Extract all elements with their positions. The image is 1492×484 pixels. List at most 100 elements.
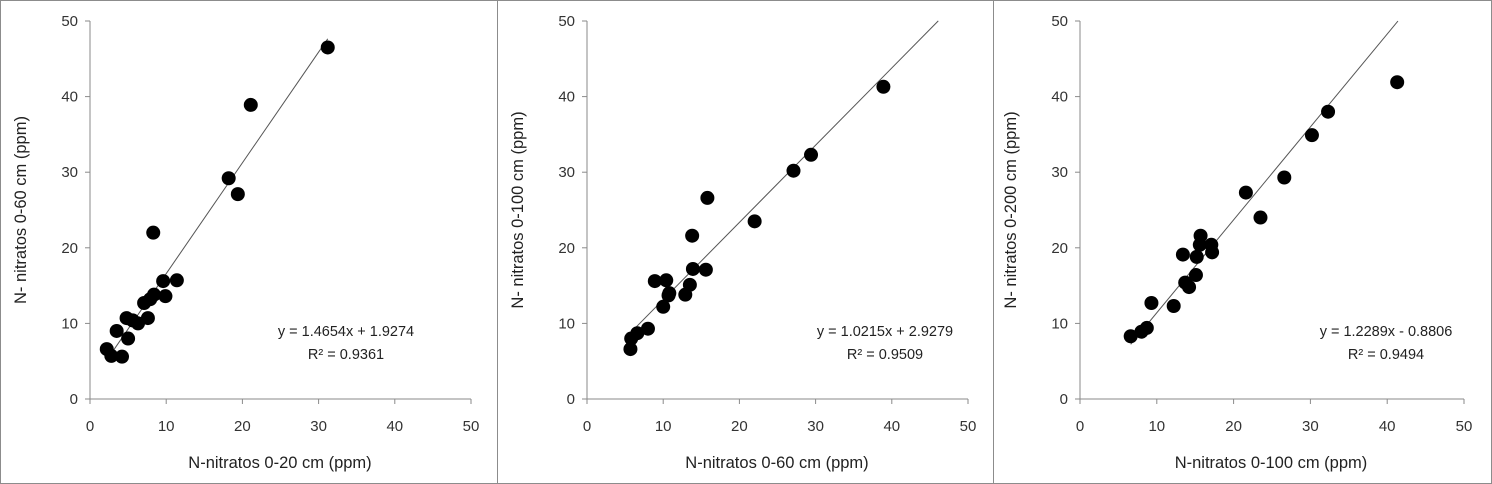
data-point: [104, 348, 119, 363]
chart-panel-3: 0 10 20 30 40 50 0 10 20 30 40 50 N-nitratos 0-100 c…: [993, 0, 1492, 484]
y-tick-label: 0: [567, 391, 575, 408]
x-tick-label: 10: [655, 418, 672, 435]
x-tick-label: 0: [583, 418, 591, 435]
data-point: [640, 321, 655, 336]
data-point: [221, 171, 236, 186]
x-tick-label: 20: [731, 418, 748, 435]
y-axis-title: N- nitratos 0-200 cm (ppm): [1002, 111, 1020, 308]
y-tick-label: 50: [558, 13, 575, 30]
data-point: [1175, 247, 1190, 262]
y-tick-label: 40: [1051, 89, 1068, 106]
data-point: [698, 262, 713, 277]
data-point: [1139, 320, 1154, 335]
x-tick-label: 50: [960, 418, 977, 435]
data-point: [146, 225, 161, 240]
data-point: [659, 273, 674, 288]
chart-panel-1: 0 10 20 30 40 50 0 10 20 30 40 50 N-nitratos 0-20 cm…: [0, 0, 498, 484]
data-point: [169, 273, 184, 288]
x-tick-label: 10: [158, 418, 175, 435]
chart-svg-1: 0 10 20 30 40 50 0 10 20 30 40 50 N-nitratos 0-20 cm…: [12, 13, 480, 472]
data-point: [1123, 329, 1138, 344]
data-point: [1205, 245, 1220, 260]
data-point: [1390, 75, 1405, 90]
y-tick-label: 30: [1051, 164, 1068, 181]
data-point: [1166, 299, 1181, 314]
x-tick-label: 50: [1456, 418, 1473, 435]
data-point: [876, 79, 891, 94]
trendline-equation: y = 1.0215x + 2.9279: [817, 324, 953, 340]
data-point: [243, 97, 258, 112]
data-point: [230, 187, 245, 202]
data-point: [115, 349, 130, 364]
data-point: [1144, 295, 1159, 310]
y-tick-label: 0: [70, 391, 78, 408]
data-point: [121, 331, 136, 346]
y-axis-title: N- nitratos 0-60 cm (ppm): [12, 116, 30, 304]
x-axis-title: N-nitratos 0-100 cm (ppm): [1175, 454, 1368, 472]
x-tick-label: 40: [1379, 418, 1396, 435]
trendline: [106, 38, 329, 361]
y-tick-label: 10: [61, 315, 78, 332]
data-point: [623, 342, 638, 357]
r-squared-label: R² = 0.9509: [847, 347, 923, 363]
data-point: [685, 228, 700, 243]
data-point: [1189, 249, 1204, 264]
trendline-equation: y = 1.4654x + 1.9274: [278, 324, 414, 340]
data-point: [1238, 185, 1253, 200]
y-tick-label: 30: [558, 164, 575, 181]
trendline: [630, 20, 939, 333]
x-tick-label: 40: [386, 418, 403, 435]
data-point: [682, 277, 697, 292]
y-tick-label: 20: [61, 240, 78, 257]
data-point: [1277, 170, 1292, 185]
y-tick-label: 10: [558, 315, 575, 332]
chart-panel-2: 0 10 20 30 40 50 0 10 20 30 40 50 N-nitratos 0-60 cm…: [497, 0, 994, 484]
x-tick-label: 20: [234, 418, 251, 435]
x-tick-label: 0: [1076, 418, 1084, 435]
data-point: [1321, 104, 1336, 119]
data-point: [1253, 210, 1268, 225]
data-point: [700, 190, 715, 205]
y-tick-label: 20: [1051, 240, 1068, 257]
data-point: [147, 287, 162, 302]
y-tick-label: 50: [61, 13, 78, 30]
data-point: [1182, 280, 1197, 295]
y-tick-label: 50: [1051, 13, 1068, 30]
x-tick-label: 30: [1302, 418, 1319, 435]
data-point: [662, 286, 677, 301]
y-tick-label: 40: [61, 89, 78, 106]
r-squared-label: R² = 0.9494: [1348, 347, 1424, 363]
chart-svg-2: 0 10 20 30 40 50 0 10 20 30 40 50 N-nitratos 0-60 cm…: [509, 13, 977, 472]
trendline: [1130, 20, 1399, 345]
data-point: [685, 261, 700, 276]
x-tick-label: 20: [1225, 418, 1242, 435]
y-tick-label: 10: [1051, 315, 1068, 332]
data-point: [156, 274, 171, 289]
x-tick-label: 50: [463, 418, 480, 435]
data-point: [804, 147, 819, 162]
data-point: [747, 214, 762, 229]
x-tick-label: 30: [807, 418, 824, 435]
r-squared-label: R² = 0.9361: [308, 347, 384, 363]
data-point: [786, 163, 801, 178]
y-tick-label: 0: [1060, 391, 1068, 408]
x-axis-title: N-nitratos 0-60 cm (ppm): [685, 454, 868, 472]
data-point: [320, 40, 335, 55]
trendline-equation: y = 1.2289x - 0.8806: [1320, 324, 1453, 340]
y-tick-label: 30: [61, 164, 78, 181]
y-axis-title: N- nitratos 0-100 cm (ppm): [509, 111, 527, 308]
data-point: [656, 299, 671, 314]
y-tick-label: 40: [558, 89, 575, 106]
y-tick-label: 20: [558, 240, 575, 257]
chart-svg-3: 0 10 20 30 40 50 0 10 20 30 40 50 N-nitratos 0-100 c…: [1002, 13, 1473, 472]
data-point: [140, 311, 155, 326]
data-point: [630, 326, 645, 341]
x-tick-label: 0: [86, 418, 94, 435]
data-point: [1193, 228, 1208, 243]
data-point: [1188, 268, 1203, 283]
x-tick-label: 10: [1148, 418, 1165, 435]
data-point: [158, 289, 173, 304]
data-point: [109, 323, 124, 338]
x-tick-label: 30: [310, 418, 327, 435]
